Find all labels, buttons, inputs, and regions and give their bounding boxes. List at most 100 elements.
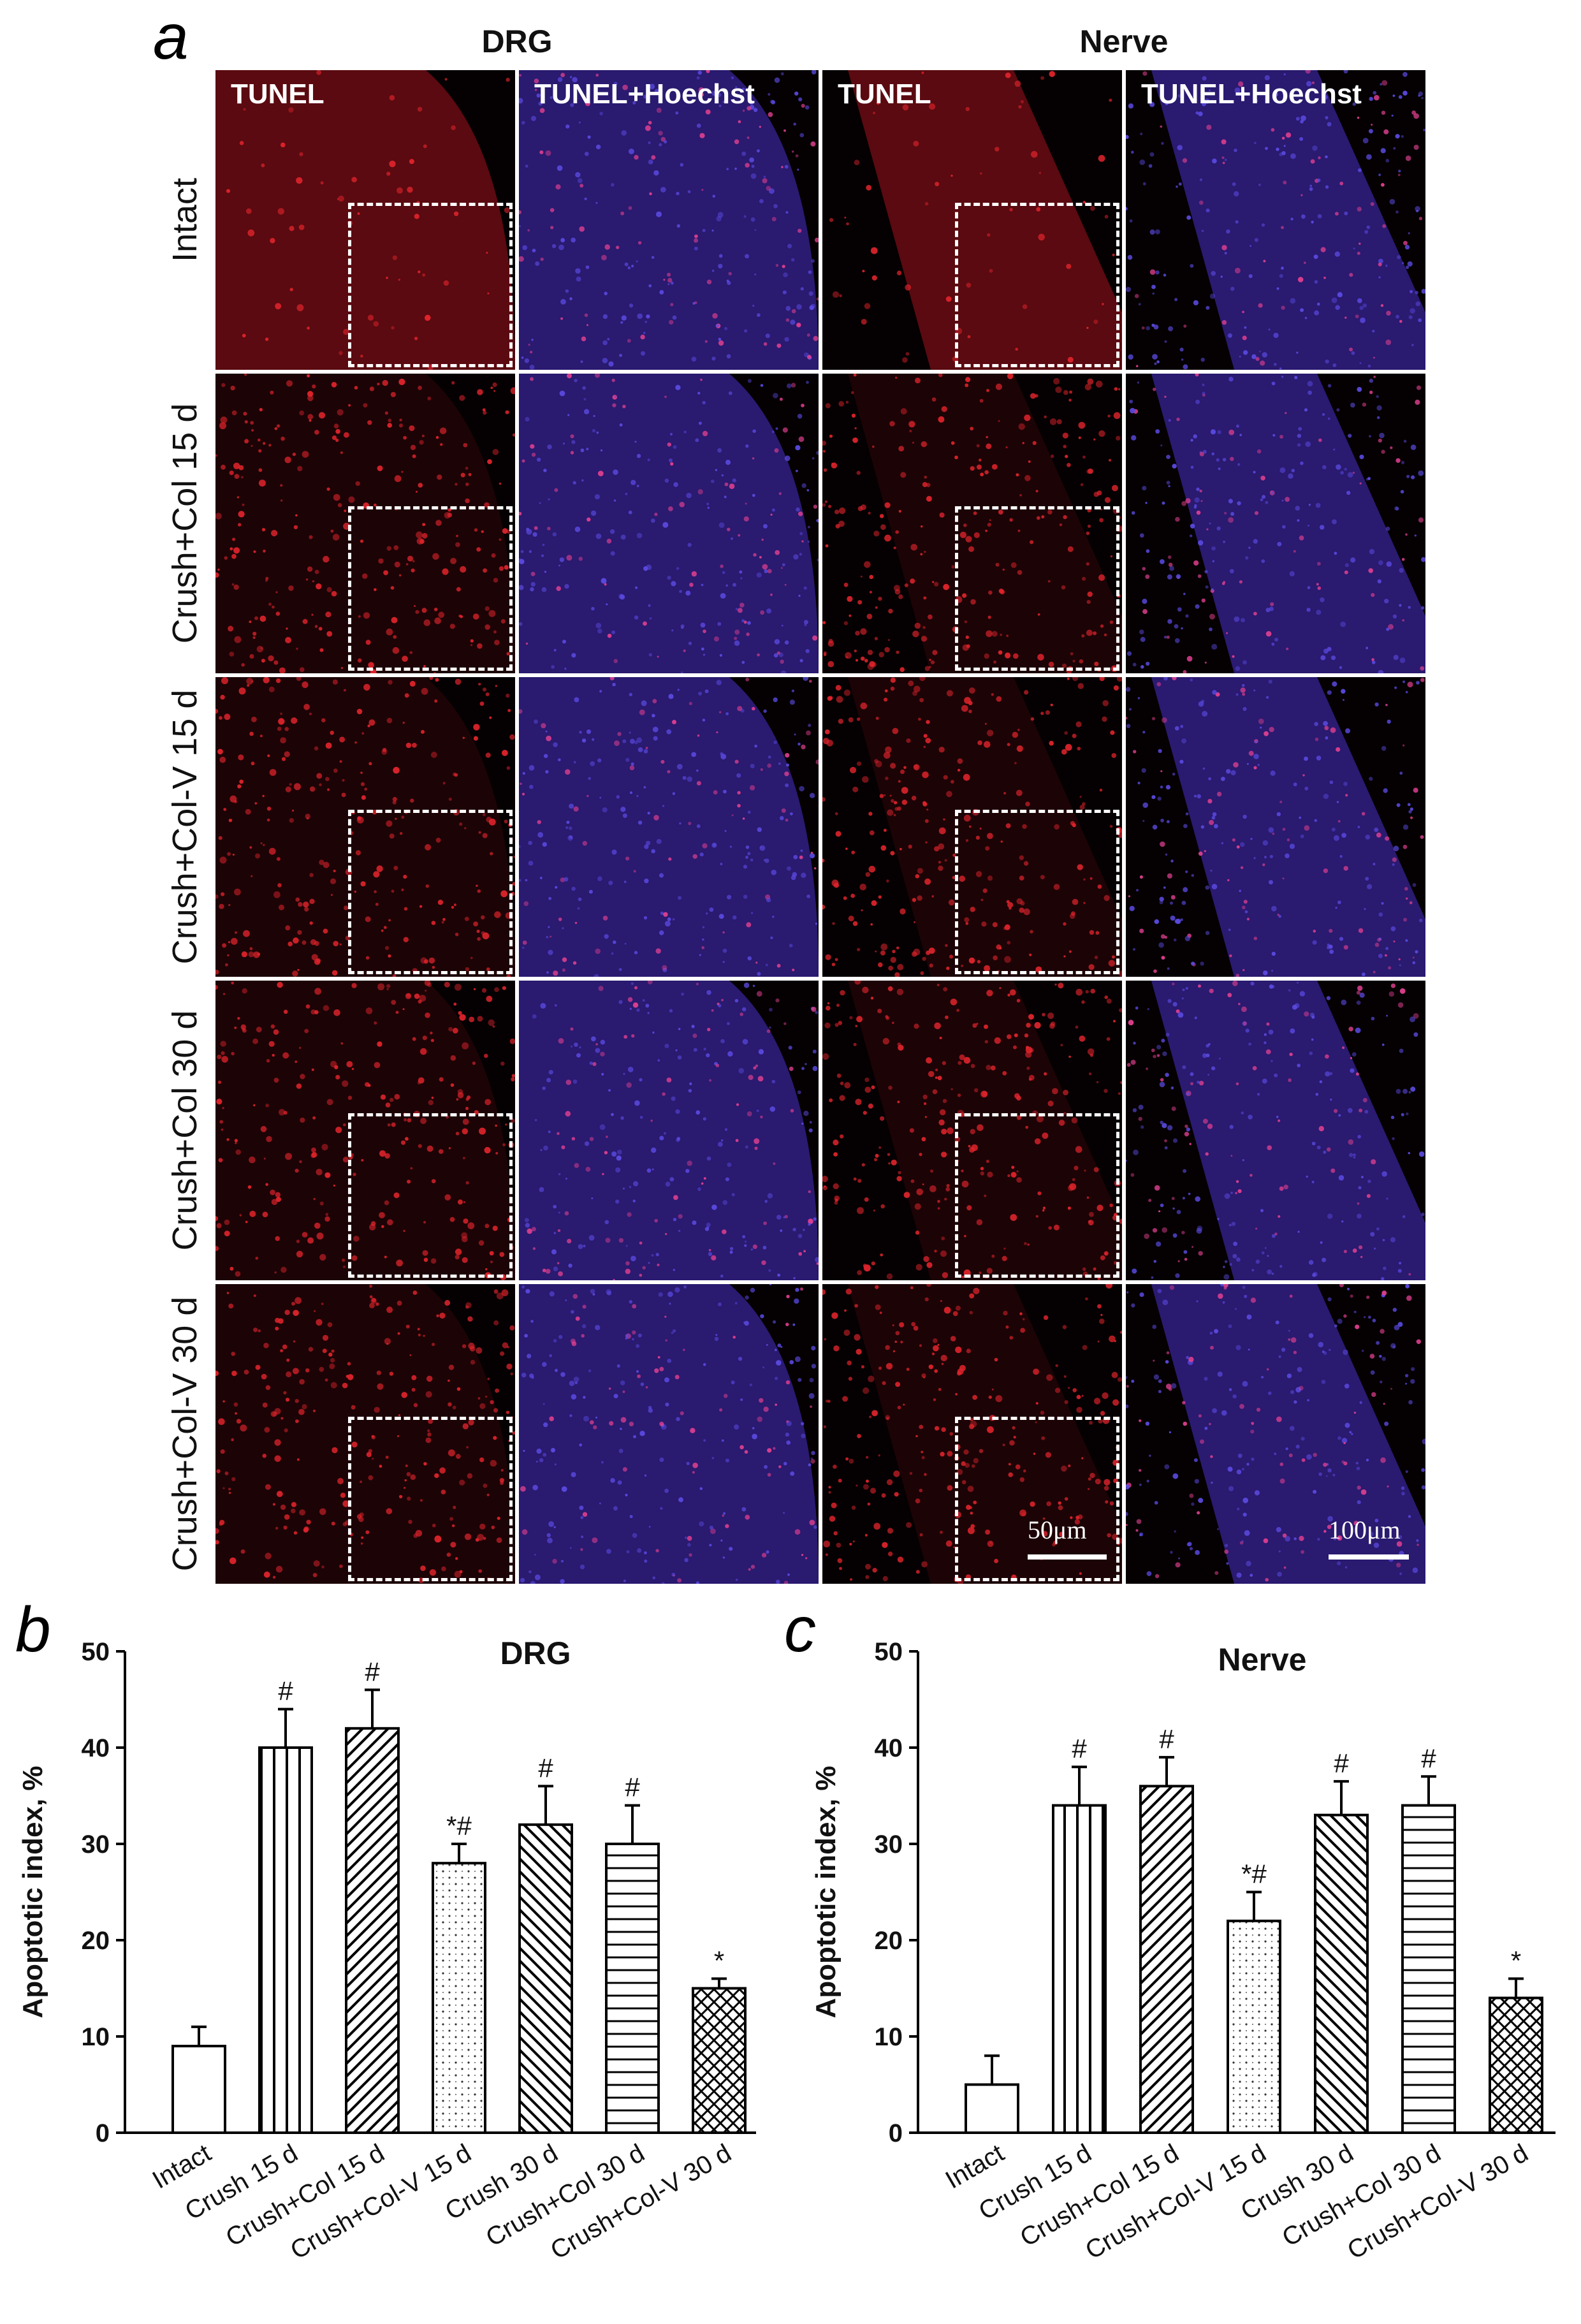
tissue-region	[519, 374, 819, 673]
y-axis-label: Apoptotic index, %	[810, 1766, 841, 2019]
micrograph-image	[1126, 374, 1425, 673]
micrograph-colv-15d-nerve-tunel	[822, 677, 1122, 977]
row-label-col-15d: Crush+Col 15 d	[166, 403, 204, 644]
bar	[258, 1746, 313, 2134]
cell-signal-speckles	[1126, 981, 1425, 1280]
significance-marker: *	[1511, 1945, 1521, 1975]
significance-marker: *	[714, 1945, 724, 1975]
micrograph-col-15d-drg-merge	[519, 374, 819, 673]
panel-label-b: b	[15, 1594, 51, 1665]
cell-signal-speckles	[519, 70, 819, 370]
cell-signal-speckles	[520, 1284, 817, 1584]
micrograph-colv-30d-nerve-merge: 100μm	[1126, 1284, 1425, 1584]
bar	[965, 2083, 1019, 2134]
magnified-inset-box	[955, 810, 1119, 974]
tissue-region	[1151, 1284, 1425, 1584]
tissue-region	[1151, 374, 1425, 673]
bar	[1401, 1804, 1456, 2135]
significance-marker: *#	[446, 1811, 472, 1841]
magnified-inset-box	[955, 506, 1119, 671]
row-label-colv-30d: Crush+Col-V 30 d	[166, 1296, 204, 1572]
bar	[1139, 1785, 1194, 2134]
cell-signal-speckles	[822, 677, 1122, 977]
cell-signal-speckles	[1126, 70, 1425, 370]
tissue-region	[215, 374, 515, 673]
y-tick-label: 30	[82, 1831, 110, 1859]
micrograph-image	[1126, 677, 1425, 977]
micrograph-col-15d-nerve-tunel	[822, 374, 1122, 673]
tissue-region	[519, 677, 819, 977]
category-label: Intact	[941, 2139, 1009, 2195]
significance-marker: #	[1072, 1734, 1087, 1764]
bar	[1227, 1919, 1281, 2134]
magnified-inset-box	[348, 506, 513, 671]
row-label-col-30d: Crush+Col 30 d	[166, 1010, 204, 1251]
cell-signal-speckles	[519, 374, 819, 673]
magnified-inset-box	[955, 203, 1119, 367]
y-tick-label: 0	[889, 2119, 903, 2147]
micrograph-grid: TUNEL TUNEL+Hoechst TUNEL TUNEL+Hoechst 50μm…	[215, 70, 1425, 1584]
significance-marker: *#	[1241, 1859, 1267, 1889]
micrograph-image	[822, 981, 1122, 1280]
bar	[345, 1727, 400, 2135]
micrograph-intact-nerve-merge: TUNEL+Hoechst	[1126, 70, 1425, 370]
magnified-inset-box	[955, 1113, 1119, 1278]
micrograph-image	[519, 677, 819, 977]
significance-marker: #	[1421, 1743, 1436, 1773]
cell-signal-speckles	[822, 981, 1122, 1280]
cell-signal-speckles	[1126, 677, 1425, 977]
y-tick-label: 0	[96, 2119, 110, 2147]
bar	[1052, 1804, 1107, 2135]
tissue-region	[848, 374, 1122, 673]
bar	[432, 1862, 486, 2134]
micrograph-colv-30d-drg-tunel	[215, 1284, 515, 1584]
y-tick-label: 10	[875, 2023, 903, 2051]
column-label-drg-tunel: TUNEL	[231, 78, 324, 110]
tissue-region	[848, 1284, 1122, 1584]
row-label-colv-15d: Crush+Col-V 15 d	[166, 689, 204, 965]
significance-marker: #	[1159, 1724, 1174, 1754]
cell-signal-speckles	[215, 981, 515, 1280]
bar	[605, 1843, 660, 2134]
micrograph-image	[215, 374, 515, 673]
micrograph-image	[519, 981, 819, 1280]
micrograph-colv-15d-drg-tunel	[215, 677, 515, 977]
magnified-inset-box	[348, 810, 513, 974]
y-tick-label: 40	[82, 1734, 110, 1762]
bar	[1314, 1813, 1369, 2134]
bar	[518, 1823, 573, 2134]
cell-signal-speckles	[215, 374, 515, 673]
y-tick-label: 10	[82, 2023, 110, 2051]
row-label-intact: Intact	[166, 177, 204, 263]
cell-signal-speckles	[822, 1284, 1122, 1584]
significance-marker: #	[538, 1753, 553, 1783]
significance-marker: #	[1334, 1748, 1349, 1778]
micrograph-image	[215, 981, 515, 1280]
tissue-region	[1151, 981, 1425, 1280]
tissue-region	[1151, 677, 1425, 977]
micrograph-col-30d-nerve-merge	[1126, 981, 1425, 1280]
micrograph-image	[822, 374, 1122, 673]
tissue-region	[519, 981, 819, 1280]
cell-signal-speckles	[524, 981, 819, 1280]
magnified-inset-box	[348, 1417, 513, 1581]
micrograph-col-30d-nerve-tunel	[822, 981, 1122, 1280]
scale-bar-label-50um: 50μm	[1028, 1516, 1087, 1544]
y-axis-label: Apoptotic index, %	[17, 1766, 48, 2019]
micrograph-image	[822, 677, 1122, 977]
tissue-region	[519, 1284, 819, 1584]
micrograph-col-30d-drg-tunel	[215, 981, 515, 1280]
tissue-region	[519, 70, 819, 370]
chart-title: Nerve	[1218, 1642, 1307, 1677]
micrograph-image	[519, 374, 819, 673]
group-title-drg: DRG	[481, 24, 553, 59]
magnified-inset-box	[955, 1417, 1119, 1581]
y-tick-label: 20	[875, 1927, 903, 1955]
y-tick-label: 20	[82, 1927, 110, 1955]
cell-signal-speckles	[822, 374, 1122, 673]
significance-marker: #	[278, 1676, 293, 1706]
significance-marker: #	[365, 1656, 380, 1686]
tissue-region	[215, 981, 515, 1280]
bar	[692, 1987, 747, 2134]
